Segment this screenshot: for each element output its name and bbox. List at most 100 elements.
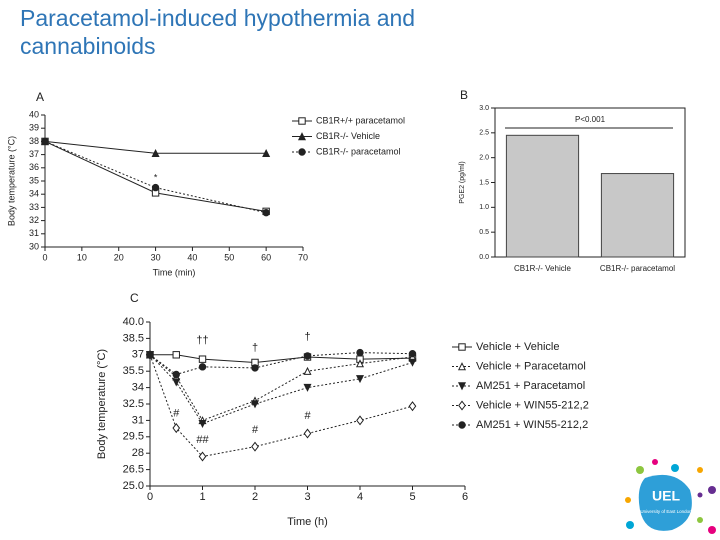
y-tick-label: 31 [132, 414, 144, 426]
y-tick-label: 29.5 [123, 431, 144, 443]
legend-label: AM251 + WIN55-212,2 [476, 419, 588, 431]
y-tick-label: 37 [29, 149, 39, 159]
legend-label: CB1R+/+ paracetamol [316, 115, 405, 125]
series-line [149, 352, 413, 376]
x-tick-label: 30 [151, 252, 161, 262]
logo-dots [625, 459, 716, 534]
legend-marker [457, 382, 467, 391]
y-tick-label: 31 [29, 228, 39, 238]
x-tick-label: 70 [298, 252, 308, 262]
x-tick-label: 10 [77, 252, 87, 262]
marker [303, 428, 312, 439]
y-tick-label: 38.5 [123, 332, 144, 344]
marker [262, 148, 271, 157]
marker [251, 441, 259, 452]
y-tick-label: 0.5 [479, 229, 489, 236]
x-tick-label: 20 [114, 252, 124, 262]
x-tick-label: 40 [187, 252, 197, 262]
y-tick-label: 0.0 [479, 254, 489, 261]
series-line [149, 354, 413, 422]
y-tick-label: 30 [29, 241, 39, 251]
title-line: cannabinoids [20, 33, 156, 59]
y-tick-label: 1.0 [479, 204, 489, 211]
title-line: Paracetamol-induced hypothermia and [20, 5, 416, 31]
y-tick-label: 32 [29, 215, 39, 225]
bar [600, 173, 675, 258]
marker [151, 183, 160, 192]
y-tick-label: 40 [29, 109, 39, 119]
marker [151, 148, 160, 157]
marker [303, 383, 312, 392]
logo-text: UEL [652, 488, 680, 504]
panel-label: A [36, 90, 44, 104]
legend-label: AM251 + Paracetamol [476, 380, 585, 392]
legend-marker [298, 148, 306, 156]
annotation: * [154, 173, 158, 183]
legend-label: Vehicle + Paracetamol [476, 360, 586, 372]
marker [172, 351, 180, 359]
annotation: † [252, 342, 258, 354]
y-tick-label: 33 [29, 202, 39, 212]
annotation: † [304, 331, 310, 343]
marker [356, 415, 364, 426]
x-tick-label: 1 [199, 491, 205, 503]
legend-marker [458, 343, 466, 351]
marker [172, 423, 181, 434]
marker [250, 400, 260, 409]
y-tick-label: 36 [29, 162, 39, 172]
y-tick-label: 2.0 [479, 155, 489, 162]
marker [251, 364, 259, 372]
y-tick-label: 3.0 [479, 105, 489, 112]
marker [355, 375, 365, 384]
plot-frame [494, 107, 686, 258]
marker [355, 359, 365, 368]
slide-title: Paracetamol-induced hypothermia and cann… [20, 4, 415, 60]
legend-marker [458, 421, 466, 429]
y-tick-label: 40.0 [123, 316, 144, 328]
x-tick-label: 5 [409, 491, 415, 503]
y-tick-label: 28 [132, 447, 144, 459]
marker [356, 348, 364, 357]
marker [198, 419, 207, 428]
legend-marker [298, 117, 306, 125]
y-tick-label: 34 [132, 382, 144, 394]
annotation: P<0.001 [575, 115, 606, 124]
y-tick-label: 2.5 [479, 130, 489, 137]
marker [146, 351, 154, 359]
bar [505, 134, 580, 258]
x-axis-label: Time (min) [153, 267, 196, 277]
y-tick-label: 39 [29, 123, 39, 133]
y-axis-label: Body temperature (°C) [96, 349, 108, 459]
marker [303, 366, 312, 375]
marker [408, 350, 417, 358]
legend-label: Vehicle + WIN55-212,2 [476, 399, 589, 411]
series-line [149, 354, 413, 425]
series-line [150, 354, 413, 363]
marker [172, 370, 180, 379]
marker [198, 363, 207, 371]
marker [41, 137, 49, 146]
x-tick-label: 0 [42, 252, 47, 262]
x-tick-label: CB1R-/- paracetamol [600, 264, 675, 273]
x-tick-label: 3 [304, 491, 310, 503]
y-tick-label: 35 [29, 175, 39, 185]
marker [198, 355, 207, 363]
panel-label: B [460, 88, 468, 102]
panel-label: C [130, 291, 139, 305]
annotation: ## [196, 434, 209, 446]
logo-subtitle: University of East London [640, 509, 692, 514]
x-tick-label: 4 [357, 491, 363, 503]
series-line [149, 354, 413, 458]
annotation: # [173, 408, 180, 420]
marker [408, 358, 417, 367]
y-tick-label: 35.5 [123, 365, 144, 377]
y-tick-label: 32.5 [123, 398, 144, 410]
marker [262, 208, 270, 217]
marker [303, 352, 312, 360]
x-tick-label: CB1R-/- Vehicle [514, 264, 571, 273]
logo-shape [638, 474, 692, 531]
x-tick-label: 2 [252, 491, 258, 503]
annotation: # [252, 424, 259, 436]
